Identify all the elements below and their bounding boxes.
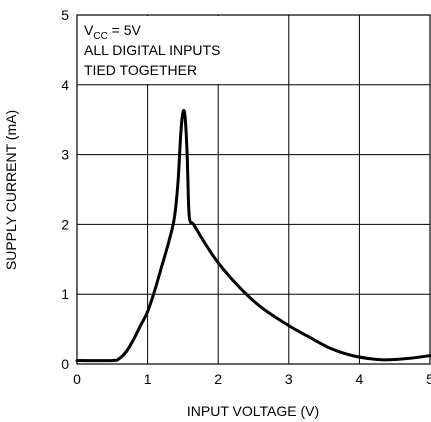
grid [77,15,430,364]
tick-labels: 0 1 2 3 4 5 0 1 2 3 4 5 [61,7,431,387]
x-tick-label: 2 [214,371,222,387]
annotation-vcc-subscript: CC [93,31,107,42]
y-axis-title: SUPPLY CURRENT (mA) [3,110,19,270]
y-tick-label: 5 [61,7,69,23]
annotation-line-3: TIED TOGETHER [84,62,197,78]
y-tick-label: 4 [61,77,69,93]
annotation-line-1: VCC = 5V [84,22,142,42]
x-tick-label: 3 [285,371,293,387]
supply-current-series-line [75,108,431,363]
x-axis-title: INPUT VOLTAGE (V) [187,403,319,419]
annotation-line-2: ALL DIGITAL INPUTS [84,42,220,58]
annotation-background [78,16,258,84]
x-tick-label: 0 [73,371,81,387]
y-tick-label: 1 [61,286,69,302]
x-tick-label: 5 [426,371,431,387]
x-tick-label: 1 [144,371,152,387]
plot-frame [76,14,431,365]
x-tick-label: 4 [356,371,364,387]
y-tick-label: 3 [61,147,69,163]
y-tick-label: 2 [61,216,69,232]
series-layer [75,108,431,363]
annotation-vcc-suffix: = 5V [108,22,142,38]
annotation-vcc-prefix: V [84,22,94,38]
y-tick-label: 0 [61,356,69,372]
